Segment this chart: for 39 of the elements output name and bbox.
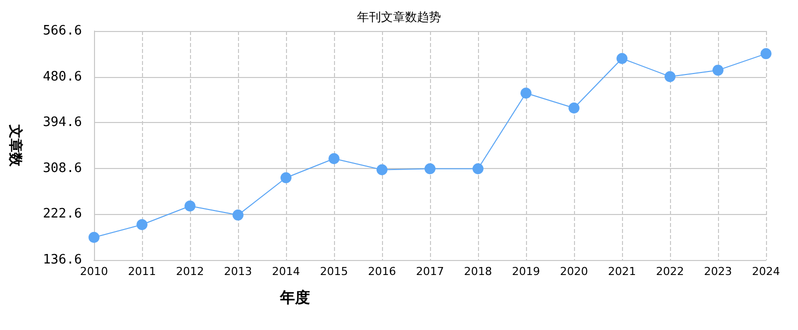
x-tick-label: 2018 bbox=[464, 265, 492, 278]
point bbox=[232, 210, 244, 221]
y-tick-label: 394.6 bbox=[42, 115, 82, 130]
point bbox=[712, 64, 724, 76]
x-tick-label: 2022 bbox=[656, 265, 684, 278]
y-tick-label: 222.6 bbox=[42, 206, 82, 222]
point bbox=[472, 163, 484, 174]
point bbox=[424, 163, 436, 174]
point bbox=[520, 88, 532, 99]
y-tick-label: 480.6 bbox=[42, 69, 82, 84]
point bbox=[184, 200, 196, 212]
x-tick-label: 2016 bbox=[368, 265, 396, 278]
point bbox=[280, 172, 292, 184]
x-tick-label: 2024 bbox=[752, 265, 780, 278]
x-tick-label: 2015 bbox=[320, 265, 348, 278]
point bbox=[664, 71, 676, 82]
point bbox=[568, 102, 580, 114]
point bbox=[376, 164, 388, 176]
y-axis-title: 文章数 bbox=[7, 124, 24, 168]
point bbox=[136, 219, 148, 230]
point bbox=[760, 48, 772, 60]
chart-title: 年刊文章数趋势 bbox=[357, 10, 441, 24]
y-tick-label: 308.6 bbox=[42, 160, 82, 176]
point bbox=[616, 52, 628, 64]
point bbox=[88, 232, 100, 243]
x-tick-label: 2013 bbox=[224, 265, 252, 278]
x-tick-label: 2010 bbox=[80, 265, 108, 278]
x-tick-label: 2017 bbox=[416, 265, 444, 278]
x-tick-label: 2023 bbox=[704, 265, 732, 278]
point bbox=[328, 153, 340, 164]
x-tick-label: 2019 bbox=[512, 265, 540, 278]
x-tick-label: 2021 bbox=[608, 265, 636, 278]
x-axis-title: 年度 bbox=[279, 288, 310, 306]
x-tick-label: 2020 bbox=[560, 265, 588, 278]
x-tick-label: 2012 bbox=[176, 265, 204, 278]
x-tick-label: 2014 bbox=[272, 265, 300, 278]
x-tick-label: 2011 bbox=[128, 265, 156, 278]
y-tick-label: 136.6 bbox=[42, 252, 82, 268]
y-tick-label: 566.6 bbox=[42, 24, 82, 38]
